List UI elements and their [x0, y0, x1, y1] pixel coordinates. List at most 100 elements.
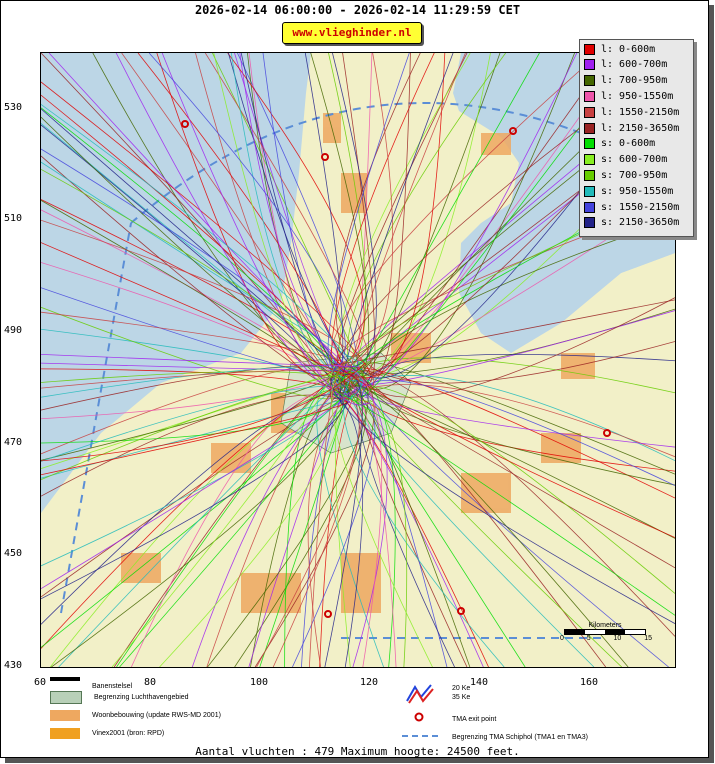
flight-track: [41, 362, 366, 462]
flight-track: [156, 53, 337, 377]
x-tick-label: 60: [33, 677, 47, 688]
scale-tick: 10: [613, 635, 622, 642]
legend-item: l: 950-1550m: [584, 89, 673, 103]
flight-track: [335, 53, 394, 370]
scale-label: Kilometers: [588, 622, 622, 629]
flight-track: [339, 395, 484, 667]
flight-track: [347, 58, 675, 395]
legend-label: l: 600-700m: [601, 59, 668, 71]
legend-label: s: 700-950m: [601, 169, 668, 181]
flight-track: [227, 53, 365, 373]
flight-track: [213, 53, 343, 373]
flight-track: [333, 364, 383, 667]
legend-label: l: 950-1550m: [601, 90, 674, 102]
tma-exit-point: [181, 120, 189, 128]
legend-swatch: [584, 122, 595, 134]
flight-track: [51, 388, 344, 667]
flight-track: [41, 385, 346, 462]
flight-track: [41, 107, 338, 369]
legend-tma-boundary: Begrenzing TMA Schiphol (TMA1 en TMA3): [452, 734, 588, 741]
tma-exit-point: [321, 153, 329, 161]
flight-track: [41, 353, 356, 367]
x-tick-label: 100: [249, 677, 269, 688]
housing-swatch: [50, 710, 80, 721]
tma-exit-point: [457, 607, 465, 615]
flight-track: [41, 365, 346, 411]
flight-track: [41, 116, 362, 394]
legend-label: s: 0-600m: [601, 138, 656, 150]
legend-tma-exit: TMA exit point: [452, 716, 497, 723]
flight-track: [342, 368, 505, 667]
flight-track: [308, 361, 350, 667]
legend-swatch: [584, 185, 595, 197]
legend-swatch: [584, 59, 595, 71]
legend-item: s: 600-700m: [584, 153, 667, 167]
tma-exit-point: [509, 127, 517, 135]
legend-label: l: 700-950m: [601, 75, 668, 87]
legend-housing: Woonbebouwing (update RWS-MD 2001): [92, 712, 221, 719]
y-tick-label: 430: [4, 660, 23, 671]
scale-tick: 0: [560, 635, 564, 642]
flight-track: [41, 380, 367, 590]
legend-item: s: 700-950m: [584, 168, 667, 182]
flight-track: [339, 218, 675, 401]
flight-track: [340, 375, 471, 667]
flight-track: [204, 53, 373, 387]
flight-track: [41, 219, 375, 394]
legend-item: s: 0-600m: [584, 137, 655, 151]
flight-track: [363, 386, 675, 594]
airport-swatch: [50, 691, 82, 704]
flight-track: [331, 376, 433, 667]
tma-exit-point: [603, 429, 611, 437]
flight-track: [330, 379, 675, 624]
y-tick-label: 450: [4, 548, 23, 559]
flight-track: [307, 397, 350, 667]
flight-track: [349, 383, 397, 667]
legend-item: l: 2150-3650m: [584, 121, 679, 135]
tma-exit-icon: [414, 712, 424, 722]
legend-swatch: [584, 138, 595, 150]
runway-swatch: [50, 677, 80, 681]
x-tick-label: 140: [469, 677, 489, 688]
flight-track: [353, 399, 408, 667]
flight-track: [191, 372, 357, 667]
tma-boundary: [130, 102, 675, 224]
flight-track: [366, 353, 675, 385]
flight-track: [342, 398, 489, 667]
site-badge[interactable]: www.vlieghinder.nl: [282, 22, 422, 44]
flight-track: [369, 362, 675, 475]
legend-label: l: 1550-2150m: [601, 106, 680, 118]
flight-track: [41, 108, 347, 375]
flight-track: [41, 242, 345, 377]
flight-track: [341, 53, 446, 378]
tma-boundary-icon: [402, 735, 438, 737]
scale-bar: Kilometers 0 5 10 15: [560, 622, 652, 642]
flight-track: [368, 341, 675, 384]
flight-track: [348, 53, 466, 396]
legend-airport-boundary: Begrenzing Luchthavengebied: [94, 694, 189, 701]
flight-track: [342, 53, 376, 383]
legend-label: l: 0-600m: [601, 43, 656, 55]
flight-track: [159, 387, 342, 667]
legend-label: l: 2150-3650m: [601, 122, 680, 134]
x-tick-label: 160: [579, 677, 599, 688]
legend-swatch: [584, 75, 595, 87]
legend-swatch: [584, 106, 595, 118]
legend-item: l: 600-700m: [584, 58, 667, 72]
flight-track: [362, 297, 675, 398]
flight-track: [339, 53, 454, 406]
flight-track: [115, 53, 358, 395]
legend-swatch: [584, 201, 595, 213]
legend-vinex: Vinex2001 (bron: RPD): [92, 730, 165, 737]
noise-contour-icon: [406, 684, 434, 704]
y-tick-label: 530: [4, 102, 23, 113]
legend-swatch: [584, 43, 595, 55]
legend-35ke: 35 Ke: [452, 694, 471, 701]
map-legend: Banenstelsel Begrenzing Luchthavengebied…: [40, 677, 674, 747]
legend-swatch: [584, 217, 595, 229]
altitude-legend: l: 0-600m l: 600-700m l: 700-950m l: 950-15…: [579, 39, 694, 237]
x-tick-label: 80: [143, 677, 157, 688]
flight-track: [41, 384, 352, 648]
legend-item: s: 2150-3650m: [584, 216, 679, 230]
flight-track: [41, 161, 363, 365]
